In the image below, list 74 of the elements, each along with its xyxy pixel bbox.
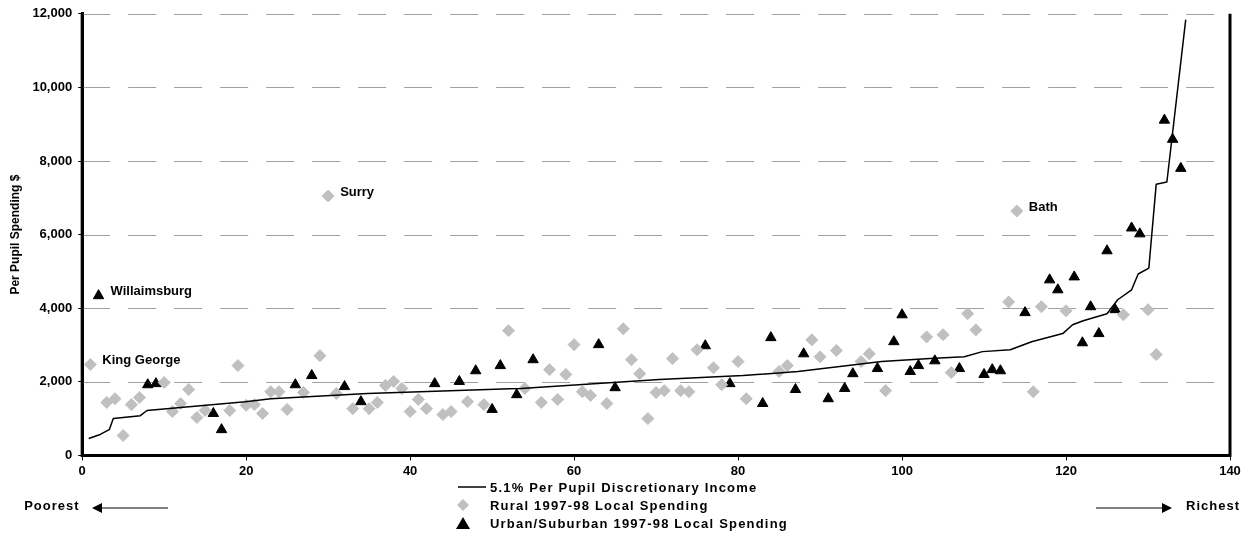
point — [1019, 306, 1031, 317]
point — [355, 395, 367, 406]
point — [978, 367, 990, 378]
point — [1052, 283, 1064, 294]
point — [289, 378, 302, 389]
y-tick-label: 8,000 — [39, 152, 73, 168]
point — [1109, 303, 1121, 314]
x-tick-label: 140 — [1219, 462, 1241, 478]
annotation: Willaimsburg — [110, 283, 193, 299]
point — [486, 402, 498, 413]
point — [822, 392, 834, 403]
y-tick-label: 6,000 — [39, 226, 73, 242]
point — [871, 362, 884, 373]
point — [92, 289, 105, 300]
point — [511, 388, 523, 399]
point — [1125, 221, 1138, 232]
point — [142, 378, 154, 389]
point — [527, 353, 539, 364]
point — [896, 308, 908, 319]
point — [306, 369, 318, 380]
point — [453, 374, 466, 385]
point — [838, 381, 851, 392]
point — [847, 367, 859, 378]
x-tick-label: 120 — [1055, 462, 1077, 478]
point — [1175, 161, 1187, 172]
text: Richest — [1186, 498, 1240, 513]
x-tick-label: 20 — [238, 462, 254, 478]
point — [986, 363, 998, 374]
point — [756, 397, 769, 408]
point — [929, 354, 941, 365]
point — [1158, 113, 1171, 124]
legend-label: 5.1% Per Pupil Discretionary Income — [490, 479, 758, 495]
point — [207, 406, 220, 417]
legend-label: Urban/Suburban 1997-98 Local Spending — [490, 515, 788, 531]
point — [338, 380, 351, 391]
point — [904, 365, 916, 375]
point — [765, 331, 777, 342]
point — [1093, 327, 1105, 338]
y-tick-label: 0 — [64, 446, 73, 462]
annotation: Surry — [340, 183, 375, 199]
point — [994, 364, 1007, 375]
point — [1068, 270, 1080, 281]
point — [1043, 273, 1056, 284]
annotation: King George — [102, 352, 181, 368]
y-tick-label: 10,000 — [32, 78, 73, 94]
x-tick-label: 60 — [566, 462, 582, 478]
y-tick-label: 2,000 — [39, 373, 73, 389]
point — [1101, 244, 1113, 255]
point — [1084, 300, 1097, 311]
point — [699, 339, 711, 350]
x-tick-label: 80 — [730, 462, 746, 478]
point — [912, 359, 925, 370]
point — [592, 338, 605, 349]
x-tick-label: 0 — [78, 462, 86, 478]
point — [150, 377, 162, 388]
legend-label: Rural 1997-98 Local Spending — [490, 497, 709, 513]
y-tick-label: 12,000 — [32, 5, 73, 21]
point — [215, 423, 228, 434]
point — [888, 335, 900, 346]
point — [470, 364, 482, 375]
text: Poorest — [24, 498, 80, 513]
point — [1076, 336, 1089, 347]
y-axis-title: Per Pupil Spending $ — [7, 174, 22, 295]
point — [953, 362, 966, 373]
point — [1134, 227, 1146, 238]
point — [609, 381, 621, 392]
point — [429, 377, 441, 388]
annotation: Bath — [1028, 198, 1058, 214]
point — [494, 359, 506, 370]
y-tick-label: 4,000 — [39, 299, 73, 315]
x-tick-label: 100 — [891, 462, 913, 478]
x-tick-label: 40 — [402, 462, 418, 478]
point — [797, 347, 810, 358]
point — [789, 383, 802, 394]
